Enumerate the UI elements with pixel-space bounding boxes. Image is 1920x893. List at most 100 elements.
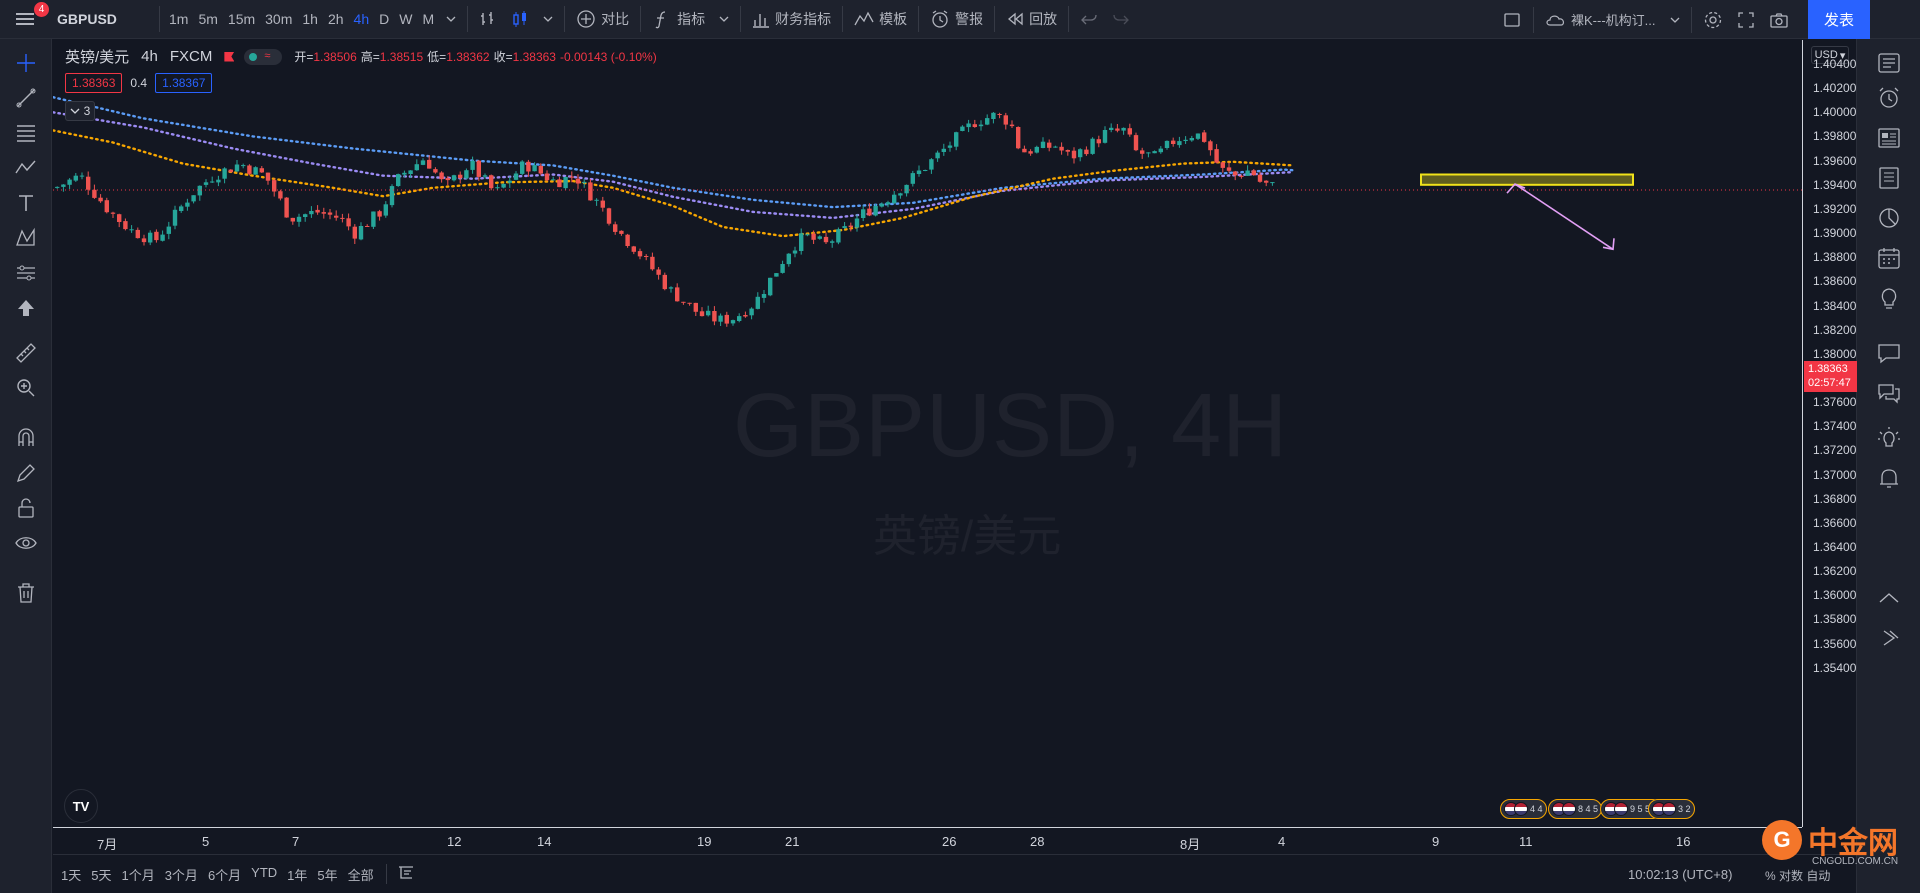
- streams-button[interactable]: [1875, 379, 1903, 407]
- magnet-tool[interactable]: [12, 424, 40, 452]
- clock[interactable]: 10:02:13 (UTC+8): [1628, 867, 1733, 882]
- alert-button[interactable]: 警报: [923, 0, 990, 39]
- trendline-icon: [16, 88, 36, 108]
- symbol-search[interactable]: GBPUSD: [57, 11, 117, 27]
- templates-button[interactable]: 模板: [847, 0, 914, 39]
- drawing-mode-tool[interactable]: [12, 459, 40, 487]
- compare-button[interactable]: 对比: [569, 0, 636, 39]
- range-button[interactable]: 5天: [91, 867, 112, 883]
- news-button[interactable]: [1875, 124, 1903, 152]
- chat-button[interactable]: [1875, 339, 1903, 367]
- price-axis[interactable]: USD ▾ 1.40400 1.40200 1.40000 1.39800 1.39600…: [1802, 40, 1857, 827]
- range-button[interactable]: 全部: [347, 867, 374, 883]
- hotlist-button[interactable]: [1875, 424, 1903, 452]
- timeframe-2h[interactable]: 2h: [327, 11, 344, 27]
- flag-icon[interactable]: [224, 51, 235, 62]
- main-menu-button[interactable]: 4: [0, 0, 50, 39]
- expand-panel-button[interactable]: [1875, 624, 1903, 652]
- candle-body: [606, 208, 612, 224]
- lock-tool[interactable]: [12, 494, 40, 522]
- indicators-button[interactable]: 指标: [645, 0, 712, 39]
- economic-event-marker[interactable]: 4 4: [1500, 799, 1547, 819]
- calendar-list-button[interactable]: [1875, 164, 1903, 192]
- candle-body: [861, 209, 866, 218]
- xabcd-tool[interactable]: [12, 224, 40, 252]
- candle-body: [284, 197, 289, 218]
- settings-button[interactable]: [1696, 0, 1730, 39]
- delete-tool[interactable]: [12, 579, 40, 607]
- buy-price-button[interactable]: 1.38367: [155, 73, 213, 93]
- timeframe-30m[interactable]: 30m: [265, 11, 293, 27]
- text-tool[interactable]: [12, 189, 40, 217]
- timeframe-1m[interactable]: 1m: [169, 11, 189, 27]
- visibility-tool[interactable]: [12, 529, 40, 557]
- pattern-tool[interactable]: [12, 154, 40, 182]
- timeframe-W[interactable]: W: [399, 11, 413, 27]
- timeframe-dropdown[interactable]: [439, 0, 463, 39]
- scale-options[interactable]: % 对数 自动: [1765, 869, 1831, 883]
- fullscreen-layout-button[interactable]: [1495, 0, 1529, 39]
- data-window-button[interactable]: [1875, 204, 1903, 232]
- sell-price-button[interactable]: 1.38363: [65, 73, 123, 93]
- fib-tool[interactable]: [12, 119, 40, 147]
- divider: [740, 6, 742, 32]
- currency-selector[interactable]: USD ▾: [1811, 46, 1849, 64]
- range-button[interactable]: 5年: [317, 867, 338, 883]
- ruler-tool[interactable]: [12, 339, 40, 367]
- chart-pane[interactable]: GBPUSD, 4H 英镑/美元: [53, 40, 1802, 827]
- pair-name[interactable]: 英镑/美元: [65, 49, 130, 66]
- timeframe-M[interactable]: M: [422, 11, 435, 27]
- range-button[interactable]: 1个月: [121, 867, 155, 883]
- trendline-tool[interactable]: [12, 84, 40, 112]
- timeframe-1h[interactable]: 1h: [302, 11, 318, 27]
- candle-body: [1040, 141, 1046, 148]
- candle-body: [86, 176, 91, 190]
- timeframe-D[interactable]: D: [379, 11, 390, 27]
- candle-body: [960, 126, 965, 131]
- expand-icon: [1737, 11, 1754, 28]
- ideas-button[interactable]: [1875, 284, 1903, 312]
- range-button[interactable]: YTD: [251, 864, 278, 880]
- undo-button[interactable]: [1073, 0, 1105, 39]
- collapse-panel-button[interactable]: [1875, 584, 1903, 612]
- calendar-button[interactable]: [1875, 244, 1903, 272]
- economic-event-marker[interactable]: 3 2: [1648, 799, 1695, 819]
- layout-selector[interactable]: 裸K---机构订...: [1538, 0, 1663, 39]
- time-axis[interactable]: 7月 5 7 12 14 19 21 26 28 8月 4 9 11 16: [53, 827, 1802, 854]
- snapshot-button[interactable]: [1762, 0, 1796, 39]
- range-button[interactable]: 1年: [287, 867, 308, 883]
- economic-event-marker[interactable]: 8 4 5: [1548, 799, 1603, 819]
- candle-body: [1059, 146, 1064, 151]
- timeframe-15m[interactable]: 15m: [227, 11, 256, 27]
- publish-button[interactable]: 发表: [1808, 0, 1870, 39]
- range-button[interactable]: 1天: [61, 867, 82, 883]
- range-button[interactable]: 6个月: [207, 867, 242, 883]
- goto-date-button[interactable]: [397, 863, 415, 886]
- timeframe-5m[interactable]: 5m: [198, 11, 218, 27]
- tradingview-logo[interactable]: TV: [64, 789, 98, 823]
- price-chart[interactable]: [53, 40, 1802, 827]
- forecast-icon: [17, 265, 35, 281]
- indicators-collapse-button[interactable]: 3: [65, 101, 95, 121]
- notifications-button[interactable]: [1875, 464, 1903, 492]
- layout-dropdown[interactable]: [1663, 0, 1687, 39]
- financials-button[interactable]: 财务指标: [745, 0, 838, 39]
- watchlist-button[interactable]: [1875, 49, 1903, 77]
- timeframe-4h[interactable]: 4h: [353, 11, 370, 27]
- economic-event-marker[interactable]: 9 5 5 4: [1600, 799, 1662, 819]
- forecast-tool[interactable]: [12, 259, 40, 287]
- arrow-marker-tool[interactable]: [12, 294, 40, 322]
- candle-style-button[interactable]: [504, 0, 536, 39]
- bar-style-button[interactable]: [472, 0, 504, 39]
- indicators-dropdown[interactable]: [712, 0, 736, 39]
- bulb-rays-icon: [1878, 427, 1900, 447]
- range-button[interactable]: 3个月: [164, 867, 198, 883]
- replay-button[interactable]: 回放: [999, 0, 1064, 39]
- chart-type-dropdown[interactable]: [536, 0, 560, 39]
- market-status-toggle[interactable]: ≈: [244, 48, 283, 65]
- alerts-panel-button[interactable]: [1875, 84, 1903, 112]
- fullscreen-button[interactable]: [1730, 0, 1762, 39]
- zoom-tool[interactable]: [12, 374, 40, 402]
- crosshair-tool[interactable]: [12, 49, 40, 77]
- redo-button[interactable]: [1105, 0, 1137, 39]
